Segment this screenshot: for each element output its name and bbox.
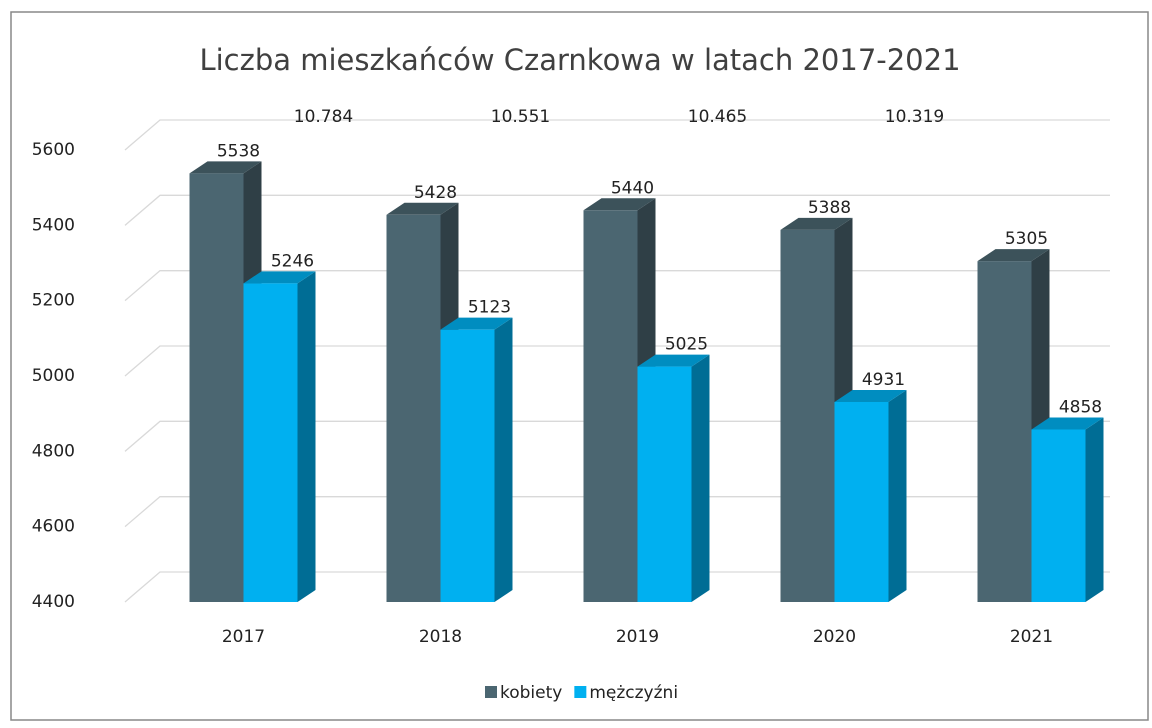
bar-side (691, 354, 710, 602)
bar-top (780, 217, 853, 230)
bar (834, 389, 907, 602)
bar (1031, 417, 1104, 602)
bar (637, 354, 710, 602)
x-tick-label: 2021 (1010, 627, 1053, 647)
value-label: 4931 (862, 370, 905, 390)
chart-frame (10, 11, 1149, 721)
value-label: 5025 (665, 335, 708, 355)
legend-label: kobiety (500, 683, 562, 703)
legend-label: mężczyźni (589, 683, 678, 703)
y-tick-label: 5600 (32, 140, 75, 160)
y-tick-label: 4600 (32, 517, 75, 537)
y-tick-label: 4400 (32, 592, 75, 612)
bar-front (1031, 429, 1086, 602)
y-tick-label: 4800 (32, 441, 75, 461)
bar-top (583, 198, 656, 211)
y-tick-label: 5400 (32, 215, 75, 235)
chart-title: Liczba mieszkańców Czarnkowa w latach 20… (199, 43, 960, 77)
bar-side (888, 389, 907, 602)
legend-swatch (485, 686, 497, 698)
value-label: 5440 (611, 178, 654, 198)
bar-front (977, 261, 1032, 602)
bar-front (637, 366, 692, 602)
bar-top (440, 317, 513, 330)
bar-side (494, 317, 513, 602)
bar (243, 271, 316, 602)
value-label: 5123 (468, 298, 511, 318)
x-tick-label: 2018 (419, 627, 462, 647)
annotation: 10.465 (688, 107, 747, 127)
bar-top (637, 354, 710, 367)
value-label: 5388 (808, 198, 851, 218)
value-label: 4858 (1059, 397, 1102, 417)
x-tick-label: 2020 (813, 627, 856, 647)
bar-front (834, 401, 889, 602)
x-tick-label: 2017 (222, 627, 265, 647)
bar-side (297, 271, 316, 602)
y-tick-label: 5200 (32, 291, 75, 311)
bar-front (386, 214, 441, 602)
value-label: 5305 (1005, 229, 1048, 249)
value-label: 5246 (271, 251, 314, 271)
bar-front (440, 329, 495, 602)
bar-front (189, 173, 244, 602)
bar-top (834, 389, 907, 402)
bar (440, 317, 513, 602)
bar-front (243, 283, 298, 602)
bar-top (189, 161, 262, 174)
annotation: 10.319 (885, 107, 944, 127)
y-tick-label: 5000 (32, 366, 75, 386)
bar-side (1085, 417, 1104, 602)
grid-line (124, 119, 1110, 151)
annotation: 10.784 (294, 107, 353, 127)
bar-top (977, 249, 1050, 262)
legend-swatch (574, 686, 587, 698)
x-tick-label: 2019 (616, 627, 659, 647)
bar-front (583, 210, 638, 602)
value-label: 5538 (217, 141, 260, 161)
value-label: 5428 (414, 183, 457, 203)
bar-top (1031, 417, 1104, 430)
annotation: 10.551 (491, 107, 550, 127)
grid-line (124, 194, 1110, 226)
bar-front (780, 229, 835, 602)
bar-top (243, 271, 316, 284)
bar-top (386, 202, 459, 215)
